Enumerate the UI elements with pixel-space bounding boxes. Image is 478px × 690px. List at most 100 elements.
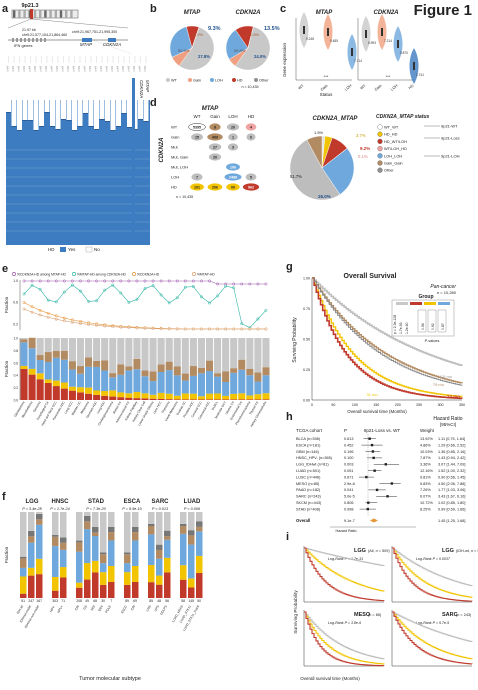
f-bar-segment — [196, 573, 203, 598]
f-bar-wt — [188, 512, 195, 531]
hd-heatmap-divider — [33, 130, 39, 131]
e-stacked-bar-segment — [76, 387, 85, 393]
e-stacked-bar-wt — [60, 338, 68, 351]
matrix-cell-value: 106 — [230, 165, 236, 169]
e-legend-marker — [192, 272, 196, 276]
cdkn2a-gene-box — [108, 38, 116, 42]
e-stacked-bar-wt — [109, 338, 117, 374]
e-stacked-bar-wt — [222, 338, 230, 372]
f-xlabel: Tumor molecular subtype — [79, 676, 141, 682]
status-item-label: LOH_LOH — [384, 153, 402, 158]
h-row-hr: 3.07 [1.44, 7.09] — [438, 463, 465, 467]
e-stacked-bar-segment — [117, 392, 125, 398]
panel-label-d: d — [150, 97, 157, 109]
h-row-weight: 7.26% — [420, 488, 431, 492]
violin-category-label: LOH — [390, 84, 399, 92]
e-stacked-bar-segment — [85, 357, 93, 367]
h-row-p: 0.998 — [344, 507, 354, 511]
h-row-weight: 3.36% — [420, 463, 431, 467]
h-row-hr: 4.50 [2.06, 7.88] — [438, 482, 465, 486]
e-stacked-bar-segment — [165, 399, 173, 400]
e-cancer-label: Thyroid CA — [248, 401, 259, 416]
e-stacked-bar-segment — [133, 358, 141, 370]
e-stacked-bar-segment — [238, 369, 246, 394]
g-group-title: Group — [419, 294, 434, 300]
e-stacked-bar-wt — [214, 338, 222, 374]
f-bar-segment — [164, 539, 171, 558]
hd-heatmap-divider — [77, 126, 83, 127]
e-stacked-bar-segment — [181, 373, 189, 381]
i-km-curve — [392, 547, 473, 587]
e-stacked-bar-segment — [125, 370, 133, 394]
e-stacked-bar-segment — [173, 375, 181, 396]
ideogram-band — [49, 10, 52, 18]
e-stacked-bar-segment — [149, 394, 157, 399]
f-group-title: STAD — [88, 499, 105, 505]
ideogram-locus-marker — [30, 9, 33, 19]
f-bar-segment — [180, 533, 187, 566]
e-stacked-bar-segment — [173, 395, 181, 400]
e-stacked-bar-wt — [246, 338, 254, 369]
e-stacked-bar-segment — [125, 393, 133, 398]
hd-heatmap-divider — [61, 119, 66, 120]
pie-label-gain: 8.2% — [194, 32, 204, 37]
hd-heatmap-divider — [121, 113, 127, 114]
status-swatch — [377, 146, 383, 152]
h-row-p: 0.671 — [344, 475, 354, 479]
matrix-row-label: Gain — [171, 135, 179, 140]
e-stacked-bar-segment — [52, 386, 60, 400]
f-bar-wt — [164, 512, 171, 531]
f-bar-segment — [124, 572, 131, 585]
hd-heatmap-cell-no — [77, 100, 83, 126]
ifn-gene-box — [12, 38, 14, 42]
hd-heatmap-cell-no — [94, 100, 99, 129]
f-bar-wt — [60, 512, 67, 538]
violin-category-label: WT — [298, 83, 306, 90]
ideogram-band — [59, 10, 63, 18]
f-bar-segment — [20, 576, 27, 594]
e-stacked-bar-segment — [181, 399, 189, 400]
g-ytick: 0.50 — [303, 338, 310, 342]
h-col-p: P — [344, 428, 347, 433]
status-swatch — [377, 131, 383, 137]
e-stacked-bar-segment — [141, 393, 149, 399]
h-row-cohort: STAD (n=408) — [296, 507, 321, 511]
matrix-cell-value: 4 — [250, 125, 252, 129]
matrix-cell-bubble — [246, 133, 256, 141]
e-stacked-bar-segment — [238, 393, 246, 400]
sample-label: chr9 — [6, 66, 10, 72]
e-stacked-bar-segment — [230, 368, 238, 373]
e-stacked-bar-segment — [101, 395, 109, 400]
hd-heatmap-cell-no — [138, 100, 143, 119]
e-stacked-bar-segment — [189, 393, 197, 400]
f-bar-count: 85 — [149, 599, 153, 603]
f-bar-wt — [76, 512, 83, 541]
hd-heatmap-divider — [94, 129, 99, 130]
f-bar-count: 58 — [181, 599, 185, 603]
i-km-curve — [392, 611, 473, 642]
violin-box — [413, 62, 415, 70]
ifn-gene-box — [32, 38, 34, 42]
h-row-p: 0.452 — [344, 443, 354, 447]
violin-significance: *** — [386, 74, 391, 79]
h-row-p: 0.196 — [344, 450, 354, 454]
h-point-estimate — [366, 507, 370, 511]
e-stacked-bar-segment — [68, 390, 76, 400]
e-stacked-bar-segment — [157, 392, 165, 399]
e-stacked-bar-segment — [238, 399, 246, 400]
f-bar-segment — [28, 567, 35, 576]
e-stacked-bar-segment — [246, 368, 254, 376]
e-cancer-label: Breast CA — [112, 401, 122, 415]
e-stacked-bar-segment — [44, 362, 52, 380]
f-bar-segment — [196, 521, 203, 527]
f-bar-segment — [92, 526, 99, 533]
ideogram-band — [44, 10, 47, 18]
hd-heatmap-cell-no — [105, 100, 110, 121]
f-subtype-label: HPV- — [49, 605, 56, 613]
e-bottom-ytick: 0.2 — [14, 386, 19, 390]
e-stacked-bar-segment — [246, 395, 254, 400]
h-row-cohort: SARC (n=243) — [296, 495, 322, 499]
f-bar-count: 50 — [197, 599, 201, 603]
i-km-curve — [392, 547, 473, 598]
violin-significance: *** — [324, 74, 329, 79]
